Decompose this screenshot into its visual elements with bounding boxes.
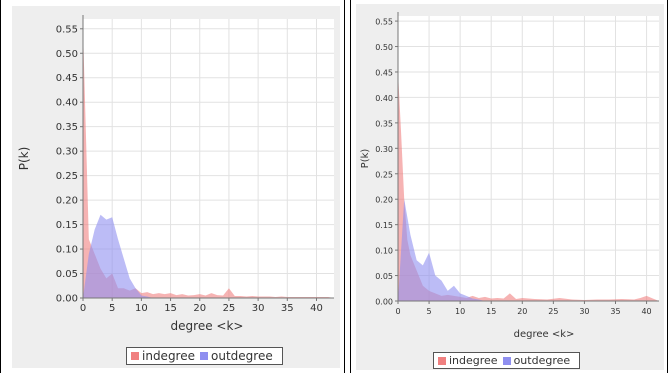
y-tick-label-9: 0.45 <box>375 68 393 77</box>
indegree-swatch-icon <box>131 352 139 360</box>
y-tick-label-10: 0.50 <box>375 43 393 52</box>
x-tick-label-4: 20 <box>517 307 527 316</box>
x-tick-label-6: 30 <box>252 303 265 314</box>
x-tick-label-0: 0 <box>80 303 86 314</box>
y-tick-label-1: 0.05 <box>375 272 393 281</box>
series-area-outdegree <box>398 199 485 301</box>
outdegree-swatch-icon <box>200 352 208 360</box>
right-degree-distribution-chart: 0.00 0.05 0.10 0.15 0.20 0.25 0.30 0.35 0.40 0.45… <box>360 12 659 340</box>
x-tick-label-4: 20 <box>193 303 206 314</box>
x-tick-label-1: 5 <box>427 307 432 316</box>
x-axis-label: degree <k> <box>171 319 244 333</box>
y-tick-label-8: 0.40 <box>56 98 78 109</box>
y-tick-label-5: 0.25 <box>375 170 393 179</box>
x-tick-label-8: 40 <box>641 307 651 316</box>
y-tick-label-0: 0.00 <box>375 298 393 307</box>
y-tick-label-7: 0.35 <box>375 119 393 128</box>
x-axis-label: degree <k> <box>514 329 575 340</box>
y-tick-label-6: 0.30 <box>56 147 78 158</box>
y-tick-label-3: 0.15 <box>56 220 78 231</box>
legend-label-outdegree: outdegree <box>513 354 571 367</box>
x-tick-label-5: 25 <box>548 307 558 316</box>
outdegree-swatch-icon <box>502 356 511 365</box>
y-tick-label-9: 0.45 <box>56 73 78 84</box>
x-tick-label-1: 5 <box>109 303 115 314</box>
y-tick-label-8: 0.40 <box>375 94 393 103</box>
x-tick-label-3: 15 <box>486 307 496 316</box>
left-chart-legend: indegree outdegree <box>126 347 283 365</box>
y-tick-label-5: 0.25 <box>56 171 78 182</box>
x-tick-label-2: 10 <box>455 307 465 316</box>
y-tick-label-2: 0.10 <box>56 245 78 256</box>
x-tick-label-3: 15 <box>164 303 177 314</box>
legend-item-outdegree: outdegree <box>200 349 273 363</box>
plot-area <box>398 16 659 301</box>
x-tick-label-0: 0 <box>395 307 400 316</box>
left-chart-panel: 0.00 0.05 0.10 0.15 0.20 0.25 0.30 0.35 0.40 0.45… <box>12 6 340 368</box>
y-tick-label-6: 0.30 <box>375 145 393 154</box>
legend-label-outdegree: outdegree <box>211 349 273 363</box>
y-tick-label-0: 0.00 <box>56 294 78 305</box>
y-tick-label-11: 0.55 <box>56 24 78 35</box>
x-tick-label-5: 25 <box>223 303 236 314</box>
right-chart-legend: indegree outdegree <box>433 352 581 369</box>
x-tick-label-7: 35 <box>281 303 294 314</box>
x-tick-label-2: 10 <box>135 303 148 314</box>
y-axis-label: P(k) <box>17 147 31 171</box>
x-tick-label-6: 30 <box>579 307 589 316</box>
legend-item-indegree: indegree <box>438 354 498 367</box>
x-tick-label-8: 40 <box>310 303 323 314</box>
y-tick-label-2: 0.10 <box>375 247 393 256</box>
y-tick-label-11: 0.55 <box>375 18 393 27</box>
legend-item-outdegree: outdegree <box>502 354 571 367</box>
y-tick-label-10: 0.50 <box>56 49 78 60</box>
y-axis-label: P(k) <box>360 149 371 169</box>
y-tick-label-3: 0.15 <box>375 221 393 230</box>
plot-area <box>83 19 334 298</box>
series-area-outdegree <box>83 214 154 298</box>
right-chart-panel: 0.00 0.05 0.10 0.15 0.20 0.25 0.30 0.35 0.40 0.45… <box>356 4 664 370</box>
y-tick-label-1: 0.05 <box>56 269 78 280</box>
y-tick-label-7: 0.35 <box>56 122 78 133</box>
y-tick-label-4: 0.20 <box>56 196 78 207</box>
legend-label-indegree: indegree <box>142 349 195 363</box>
indegree-swatch-icon <box>438 356 446 365</box>
legend-item-indegree: indegree <box>131 349 195 363</box>
legend-label-indegree: indegree <box>449 354 498 367</box>
left-degree-distribution-chart: 0.00 0.05 0.10 0.15 0.20 0.25 0.30 0.35 0.40 0.45… <box>17 15 334 333</box>
y-tick-label-4: 0.20 <box>375 196 393 205</box>
x-tick-label-7: 35 <box>610 307 620 316</box>
